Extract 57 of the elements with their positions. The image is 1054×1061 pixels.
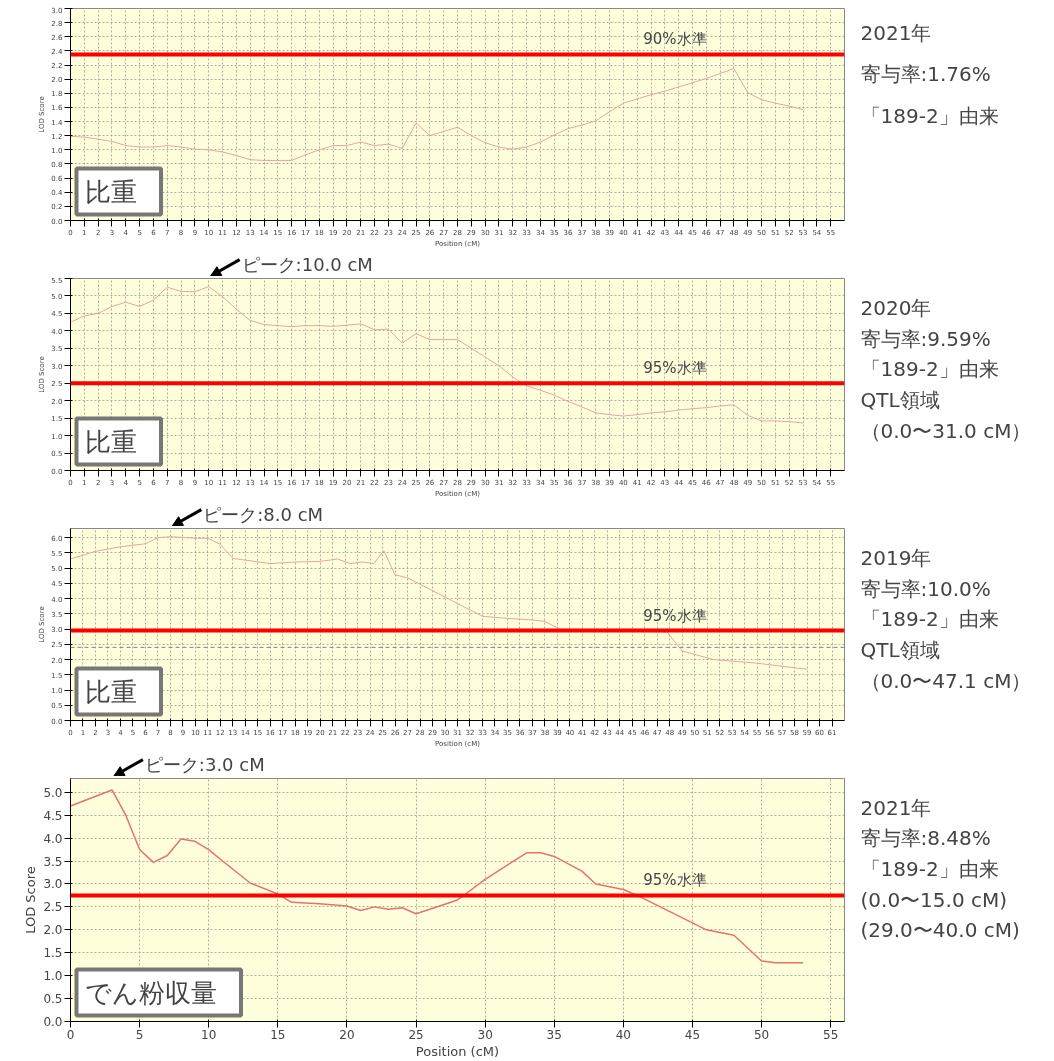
x-tick-label: 40 — [615, 1027, 631, 1042]
y-tick-label: 4.5 — [43, 808, 63, 823]
text: 寄与率:10.0% — [860, 576, 991, 601]
y-axis-title: LOD Score — [23, 866, 39, 934]
y-tick-label: 1.0 — [43, 969, 63, 984]
chart-subtitle: ピーク:8.0 cM — [203, 504, 324, 526]
x-tick-label: 30 — [477, 1027, 493, 1042]
text: 寄与率:8.48% — [860, 826, 991, 851]
text: でん粉収量 — [84, 977, 217, 1008]
text: （0.0〜31.0 cM） — [860, 419, 1032, 444]
ref-line-label: 95%水準 — [643, 606, 707, 625]
line-series — [70, 789, 804, 964]
text: 2020年 — [860, 295, 932, 320]
text: 比重 — [84, 426, 137, 457]
x-axis-title: Position (cM) — [415, 1043, 500, 1059]
ref-line-label: 95%水準 — [643, 871, 707, 890]
x-tick-label: 0 — [66, 1027, 75, 1042]
ref-line-label: 95%水準 — [643, 359, 707, 378]
y-tick-label: 1.5 — [43, 946, 63, 961]
text: 「189-2」由来 — [860, 607, 999, 632]
text: 比重 — [84, 176, 137, 207]
text: 2019年 — [860, 545, 932, 570]
y-tick-label: 2.0 — [43, 923, 63, 938]
x-tick-label: 45 — [684, 1027, 701, 1042]
text: 「189-2」由来 — [860, 856, 999, 881]
text: (0.0〜15.0 cM) — [860, 887, 1008, 912]
text: 比重 — [84, 676, 137, 707]
y-tick-label: 3.0 — [43, 877, 63, 892]
y-tick-label: 3.5 — [43, 854, 63, 869]
line-series — [70, 68, 804, 161]
text: 「189-2」由来 — [860, 357, 999, 382]
y-tick-label: 5.0 — [43, 785, 63, 800]
line-series — [70, 286, 804, 424]
x-tick-label: 50 — [753, 1027, 770, 1042]
text: QTL領域 — [860, 388, 940, 413]
text: 寄与率:9.59% — [860, 326, 991, 351]
text: (29.0〜40.0 cM) — [860, 918, 1020, 943]
text: 2021年 — [860, 795, 932, 820]
ref-line-label: 90%水準 — [643, 30, 707, 49]
text: QTL領域 — [860, 638, 940, 663]
x-tick-label: 55 — [823, 1027, 839, 1042]
x-tick-label: 10 — [201, 1027, 217, 1042]
text: （0.0〜47.1 cM） — [860, 669, 1032, 694]
chart-subtitle: ピーク:10.0 cM — [241, 254, 373, 276]
x-tick-label: 20 — [339, 1027, 355, 1042]
x-tick-label: 15 — [270, 1027, 286, 1042]
y-tick-label: 2.5 — [43, 900, 63, 915]
x-tick-label: 35 — [546, 1027, 562, 1042]
y-tick-label: 0.5 — [43, 992, 63, 1007]
x-tick-label: 5 — [135, 1027, 144, 1042]
x-tick-label: 25 — [408, 1027, 424, 1042]
text: 2021年 — [860, 20, 932, 45]
y-tick-label: 4.0 — [43, 831, 63, 846]
text: 「189-2」由来 — [860, 104, 999, 129]
text: 寄与率:1.76% — [860, 62, 991, 87]
chart-subtitle: ピーク:3.0 cM — [144, 754, 265, 776]
y-tick-label: 0.0 — [43, 1015, 63, 1029]
